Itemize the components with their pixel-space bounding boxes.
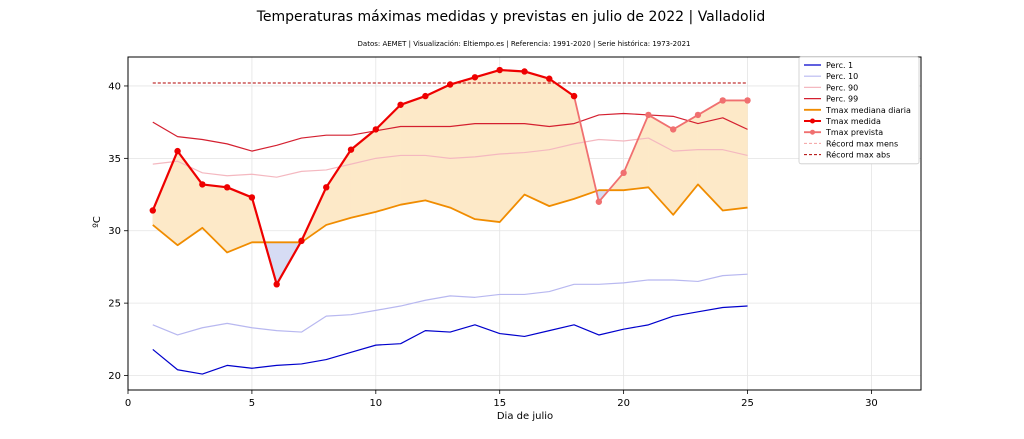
legend-label: Tmax prevista	[825, 128, 883, 137]
legend-label: Perc. 90	[826, 83, 858, 92]
series-line-tmax-medida	[151, 68, 575, 286]
y-tick-label: 30	[108, 226, 121, 237]
point-tmax-prevista	[620, 169, 627, 177]
point-tmax-medida	[298, 237, 305, 245]
fill-above-median	[400, 95, 426, 205]
point-tmax-medida	[570, 92, 578, 100]
point-tmax-medida	[446, 81, 454, 88]
x-tick-label: 10	[369, 398, 382, 409]
series-line-tmax-prevista	[573, 95, 748, 203]
point-tmax-medida	[471, 74, 479, 81]
legend-marker	[810, 118, 815, 124]
x-tick-label: 0	[125, 398, 131, 409]
y-tick-label: 20	[108, 371, 121, 382]
y-tick-label: 40	[108, 81, 121, 92]
legend-marker	[810, 129, 815, 135]
point-tmax-medida	[223, 184, 231, 191]
fill-above-median	[549, 78, 575, 207]
x-tick-label: 30	[865, 398, 878, 409]
point-tmax-medida	[199, 181, 206, 188]
x-axis-label: Dia de julio	[497, 411, 553, 422]
legend-label: Perc. 99	[826, 95, 858, 104]
point-tmax-prevista	[669, 126, 677, 133]
legend-label: Tmax medida	[825, 117, 881, 126]
series-line-perc-90	[152, 137, 748, 178]
legend-label: Perc. 1	[826, 61, 853, 70]
chart-subtitle: Datos: AEMET | Visualización: Eltiempo.e…	[358, 40, 691, 48]
point-tmax-medida	[372, 126, 380, 133]
legend-label: Récord max mens	[826, 138, 898, 148]
series-lines	[149, 66, 751, 375]
fill-above-median	[623, 114, 649, 191]
fill-areas	[152, 69, 748, 286]
point-tmax-prevista	[719, 97, 726, 104]
fill-above-median	[697, 99, 723, 212]
y-tick-label: 35	[108, 154, 121, 165]
point-tmax-medida	[248, 194, 256, 201]
x-tick-label: 20	[617, 398, 630, 409]
legend-label: Tmax mediana diaria	[825, 106, 911, 115]
legend: Perc. 1 Perc. 10 Perc. 90 Perc. 99 Tmax medi…	[798, 56, 920, 165]
x-tick-label: 15	[493, 398, 506, 409]
y-tick-label: 25	[108, 299, 121, 310]
fill-above-median	[202, 184, 228, 254]
point-tmax-medida	[323, 184, 330, 191]
fill-above-median	[425, 84, 451, 208]
point-tmax-medida	[347, 146, 355, 153]
point-tmax-prevista	[595, 198, 603, 205]
chart-title: Temperaturas máximas medidas y previstas…	[256, 9, 766, 25]
fill-above-median	[326, 148, 352, 226]
point-tmax-medida	[422, 92, 429, 100]
series-line-perc-1	[152, 305, 748, 375]
fill-above-median	[449, 76, 476, 220]
point-tmax-prevista	[744, 97, 751, 104]
point-tmax-medida	[496, 66, 503, 74]
point-tmax-prevista	[645, 111, 652, 119]
fill-above-median	[350, 128, 377, 219]
x-tick-label: 25	[741, 398, 754, 409]
series-line-perc-10	[152, 273, 748, 336]
fill-above-median	[524, 71, 550, 207]
point-tmax-medida	[546, 75, 553, 82]
point-tmax-prevista	[694, 111, 702, 119]
series-line-tmax-mediana-diaria	[152, 183, 748, 254]
plot-frame	[127, 56, 922, 391]
legend-label: Perc. 10	[826, 72, 858, 81]
fill-above-median	[722, 100, 748, 211]
y-axis-label: ºC	[92, 216, 103, 228]
point-tmax-medida	[174, 147, 181, 155]
point-tmax-medida	[273, 281, 280, 288]
point-tmax-medida	[397, 101, 404, 108]
x-tick-label: 5	[249, 398, 255, 409]
legend-label: Récord max abs	[826, 150, 890, 160]
point-tmax-medida	[521, 68, 528, 75]
axis-ticks: 0 5 10 15 20 25 30 20 25 30 35 40	[108, 81, 878, 409]
point-tmax-medida	[149, 207, 156, 214]
legend-box	[798, 56, 920, 165]
fill-above-median	[474, 69, 500, 223]
